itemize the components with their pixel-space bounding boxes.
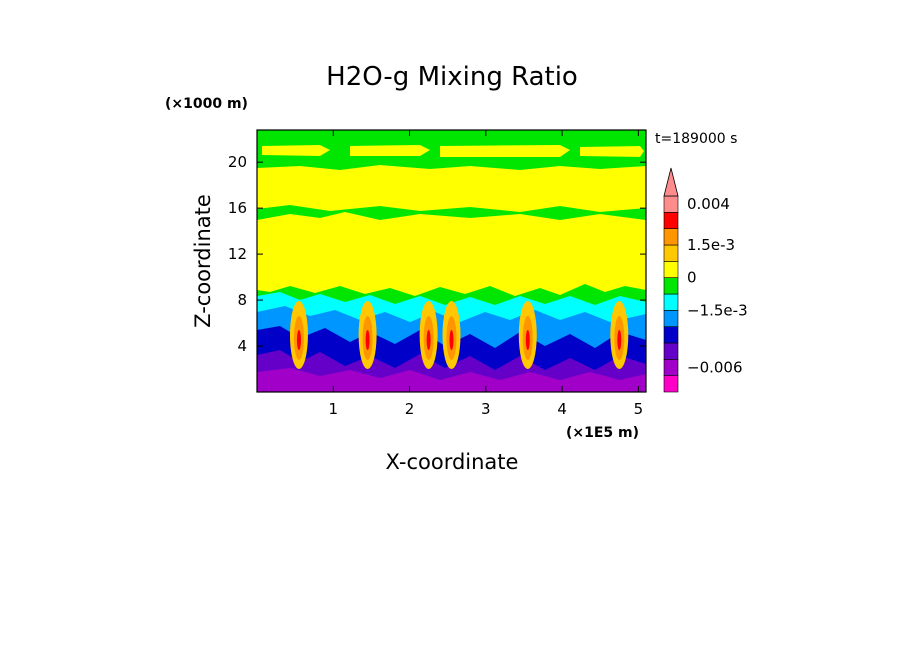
colorbar: 0.004 1.5e-3 0 −1.5e-3 −0.006 [663,167,748,393]
plume-center-3 [449,330,454,350]
y-unit-label: (×1000 m) [165,96,248,112]
x-unit-label: (×1E5 m) [566,425,639,441]
colorbar-swatch-1 [663,359,679,376]
colorbar-swatch-3 [663,326,679,344]
x-axis-label: X-coordinate [386,450,519,474]
y-tick-label-1: 8 [237,291,247,309]
colorbar-label-1: 1.5e-3 [687,236,735,254]
colorbar-label-3: −1.5e-3 [687,301,748,319]
violet-layer [257,368,646,392]
plume-center-1 [365,330,370,350]
colorbar-swatch-6 [663,277,679,295]
mid-yellow-layer [257,212,646,296]
plume-center-5 [617,330,622,350]
plot-frame [256,129,647,393]
plume-center-4 [525,330,530,350]
colorbar-swatch-10 [663,212,679,229]
colorbar-swatch-5 [663,293,679,311]
contour-field [257,130,646,392]
plume-center-2 [426,330,431,350]
x-tick-label-2: 3 [481,400,491,418]
colorbar-extend-arrow [663,167,679,197]
colorbar-swatch-7 [663,261,679,278]
colorbar-label-2: 0 [687,269,697,287]
chart-title: H2O-g Mixing Ratio [326,62,578,92]
x-tick-label-4: 5 [634,400,644,418]
y-tick-label-4: 20 [228,153,247,171]
y-tick-label-2: 12 [228,245,247,263]
colorbar-swatch-9 [663,228,679,246]
colorbar-swatch-4 [663,310,679,327]
x-tick-label-1: 2 [405,400,415,418]
colorbar-label-0: 0.004 [687,195,730,213]
colorbar-label-4: −0.006 [687,359,743,377]
colorbar-swatch-0 [663,375,679,393]
x-tick-label-3: 4 [557,400,567,418]
colorbar-swatch-11 [663,195,679,213]
plume-center-0 [296,330,301,350]
colorbar-swatch-8 [663,244,679,262]
y-tick-label-0: 4 [237,337,247,355]
x-axis: 1 2 3 4 5 [329,130,644,418]
y-axis: 4 8 12 16 20 [228,153,646,355]
x-tick-label-0: 1 [329,400,339,418]
upper-moist-band [257,165,646,212]
colorbar-swatch-2 [663,342,679,360]
top-stripe [262,145,644,157]
time-label: t=189000 s [655,131,737,147]
y-axis-label: Z-coordinate [191,194,215,328]
y-tick-label-3: 16 [228,199,247,217]
